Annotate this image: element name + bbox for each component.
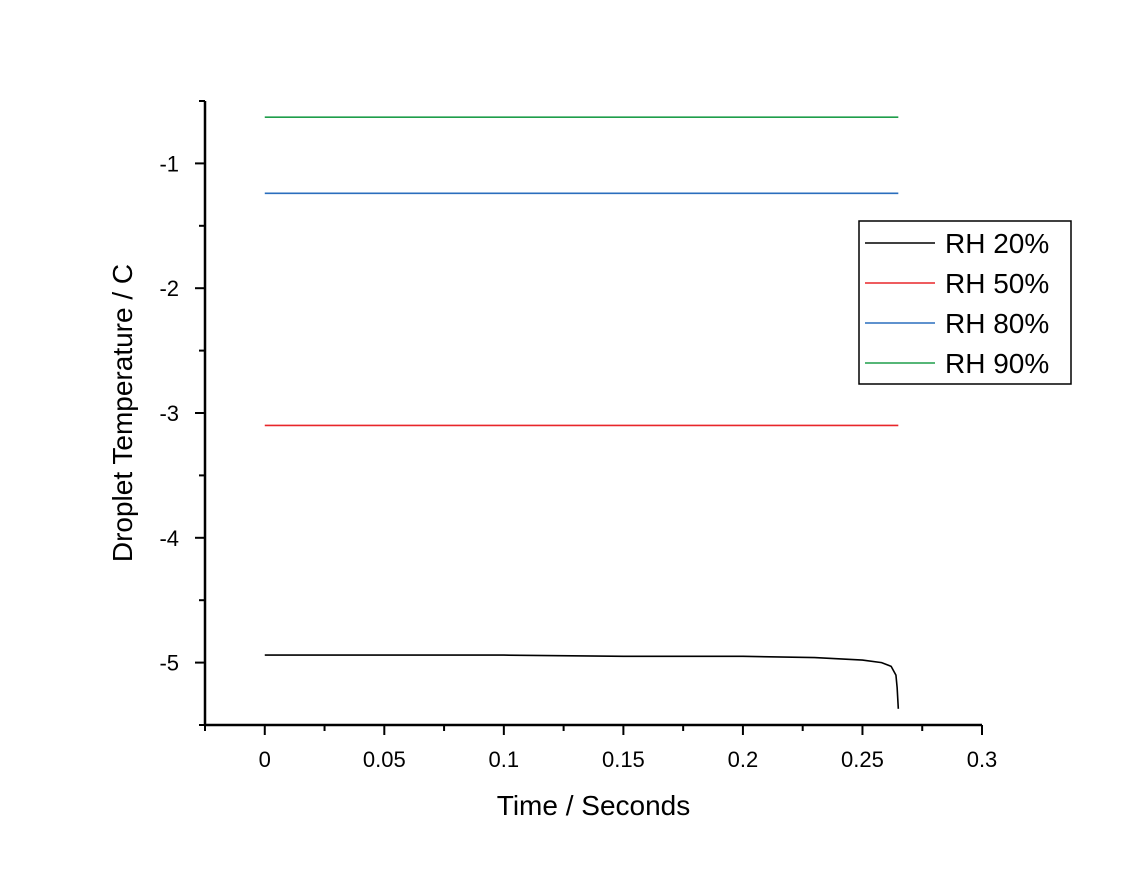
axes: -1 -2 -3 -4 -5 0 0.05 0.1 0.15 0.2 0.25 0.3 — [159, 100, 998, 772]
legend-box — [858, 220, 1072, 385]
y-axis-ticks: -1 -2 -3 -4 -5 — [159, 100, 205, 726]
y-tick-label: -3 — [159, 401, 179, 426]
series-line-rh-20 — [264, 654, 900, 709]
legend-entries: RH 20% RH 50% RH 80% RH 90% — [865, 228, 1049, 379]
y-tick-label: -5 — [159, 651, 179, 676]
x-tick-label: 0.05 — [363, 747, 406, 772]
x-tick-label: 0.15 — [602, 747, 645, 772]
y-tick-label: -1 — [159, 151, 179, 176]
y-tick-label: -4 — [159, 526, 179, 551]
x-tick-label: 0.2 — [728, 747, 759, 772]
x-axis-title: Time / Seconds — [497, 790, 690, 821]
x-tick-label: 0.3 — [967, 747, 998, 772]
legend-label: RH 50% — [945, 268, 1049, 299]
x-tick-label: 0.1 — [489, 747, 520, 772]
legend-label: RH 90% — [945, 348, 1049, 379]
legend-label: RH 20% — [945, 228, 1049, 259]
x-axis-ticks: 0 0.05 0.1 0.15 0.2 0.25 0.3 — [204, 725, 998, 772]
series-layer — [264, 116, 900, 709]
x-tick-label: 0 — [259, 747, 271, 772]
x-tick-label: 0.25 — [841, 747, 884, 772]
legend: RH 20% RH 50% RH 80% RH 90% — [858, 220, 1072, 385]
y-axis-title: Droplet Temperature / C — [107, 264, 138, 562]
y-tick-label: -2 — [159, 276, 179, 301]
legend-label: RH 80% — [945, 308, 1049, 339]
